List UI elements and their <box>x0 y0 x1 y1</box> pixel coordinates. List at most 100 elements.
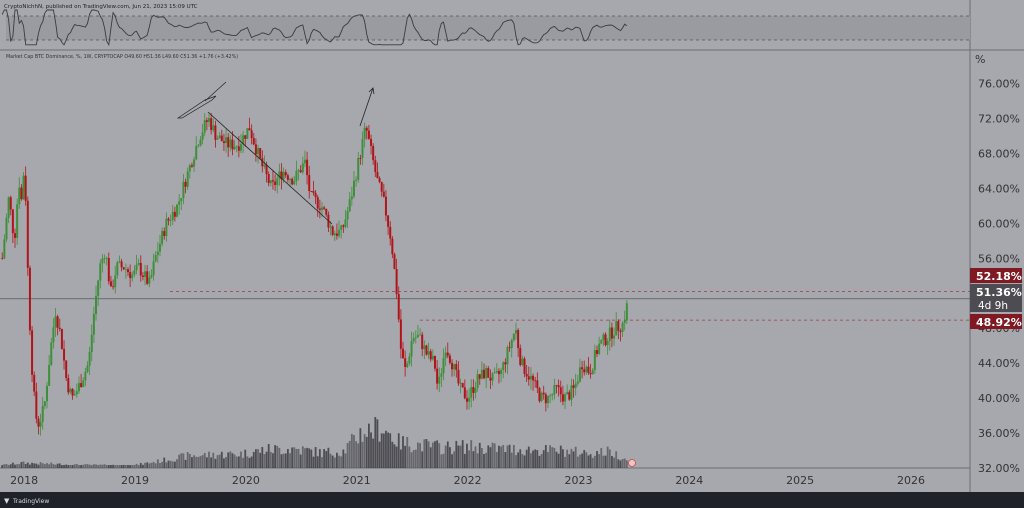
replay-marker-icon[interactable] <box>628 459 636 467</box>
y-tick-label: 40.00% <box>978 392 1020 405</box>
candle-body <box>88 351 91 366</box>
upward-arrow-line[interactable] <box>359 87 374 127</box>
volume-bar <box>284 453 287 468</box>
candle-body <box>534 380 537 382</box>
candle-body <box>551 394 554 396</box>
candle-body <box>461 383 464 388</box>
upward-arrow-head[interactable] <box>368 87 375 95</box>
volume-bar <box>502 445 505 468</box>
channel-sketch-arrow[interactable] <box>204 81 227 102</box>
candle-body <box>231 139 234 150</box>
volume-bar <box>466 443 468 468</box>
volume-bar <box>446 441 449 468</box>
volume-bar <box>342 449 345 468</box>
candle-body <box>167 218 170 221</box>
channel-sketch[interactable] <box>176 95 217 119</box>
candle-body <box>103 258 106 260</box>
candle-body <box>340 225 343 230</box>
candle-body <box>118 261 121 263</box>
volume-bar <box>22 461 25 468</box>
volume-bar <box>512 444 515 468</box>
candle-body <box>329 226 332 228</box>
candle-body <box>538 388 541 401</box>
y-tick-label: 76.00% <box>978 77 1020 90</box>
volume-bar <box>131 465 134 468</box>
candle-body <box>225 137 228 144</box>
volume-bar <box>210 457 213 468</box>
volume-bar <box>31 462 33 468</box>
volume-bar <box>54 464 57 468</box>
volume-bar <box>508 444 511 468</box>
volume-bar <box>308 448 311 468</box>
volume-bar <box>35 463 38 468</box>
candle-body <box>101 258 104 264</box>
candle-body <box>182 181 185 199</box>
candle-body <box>54 316 57 328</box>
volume-bar <box>244 449 247 468</box>
candle-body <box>433 355 436 369</box>
candle-body <box>574 383 577 388</box>
candle-body <box>470 387 473 398</box>
volume-bar <box>500 446 502 468</box>
candle-body <box>591 369 594 375</box>
candle-body <box>144 271 147 277</box>
volume-bar <box>240 451 242 468</box>
y-tick-label: 44.00% <box>978 357 1020 370</box>
volume-bar <box>449 447 451 468</box>
y-unit-label: % <box>975 53 985 66</box>
candle-body <box>131 274 134 279</box>
candle-body <box>393 254 396 269</box>
candle-body <box>267 174 270 184</box>
volume-bar <box>269 451 272 468</box>
volume-bar <box>154 463 157 468</box>
candle-body <box>295 170 298 182</box>
price-label-52: 52.18% <box>970 268 1022 283</box>
candle-body <box>222 141 225 144</box>
candle-body <box>156 251 159 256</box>
price-axis[interactable] <box>970 0 1024 492</box>
candle-body <box>186 171 189 187</box>
candle-body <box>297 170 300 172</box>
candle-body <box>416 334 419 338</box>
candle-body <box>419 334 422 336</box>
volume-bar <box>69 465 72 468</box>
candle-body <box>480 369 483 379</box>
volume-bar <box>156 459 159 468</box>
candle-body <box>197 145 200 147</box>
volume-bar <box>61 465 63 468</box>
candle-body <box>252 137 255 145</box>
candle-body <box>33 374 36 392</box>
trend-drawings[interactable] <box>176 81 375 225</box>
candle-body <box>546 395 549 404</box>
volume-bar <box>542 450 545 468</box>
candle-body <box>28 267 31 331</box>
candle-body <box>308 175 311 192</box>
candle-body <box>80 383 83 387</box>
candle-body <box>463 387 466 399</box>
volume-bar <box>551 447 554 468</box>
trendline[interactable] <box>207 111 333 225</box>
volume-bar <box>71 465 74 468</box>
candle-body <box>615 321 618 336</box>
candle-body <box>412 338 415 342</box>
candle-body <box>152 261 155 276</box>
volume-bar <box>606 446 609 468</box>
volume-bar <box>455 440 458 468</box>
candle-body <box>210 118 213 131</box>
candle-body <box>299 170 302 173</box>
candle-body <box>521 358 524 366</box>
volume-bar <box>365 436 368 468</box>
candle-body <box>116 262 119 276</box>
candle-body <box>271 180 274 182</box>
y-tick-label: 32.00% <box>978 462 1020 475</box>
candle-body <box>150 275 153 278</box>
volume-bar <box>423 439 426 468</box>
volume-bar <box>353 435 355 468</box>
volume-bar <box>163 457 166 468</box>
candle-body <box>158 243 161 252</box>
volume-bar <box>314 447 317 468</box>
candle-body <box>126 269 129 273</box>
volume-bar <box>197 456 200 468</box>
volume-bar <box>333 457 336 468</box>
